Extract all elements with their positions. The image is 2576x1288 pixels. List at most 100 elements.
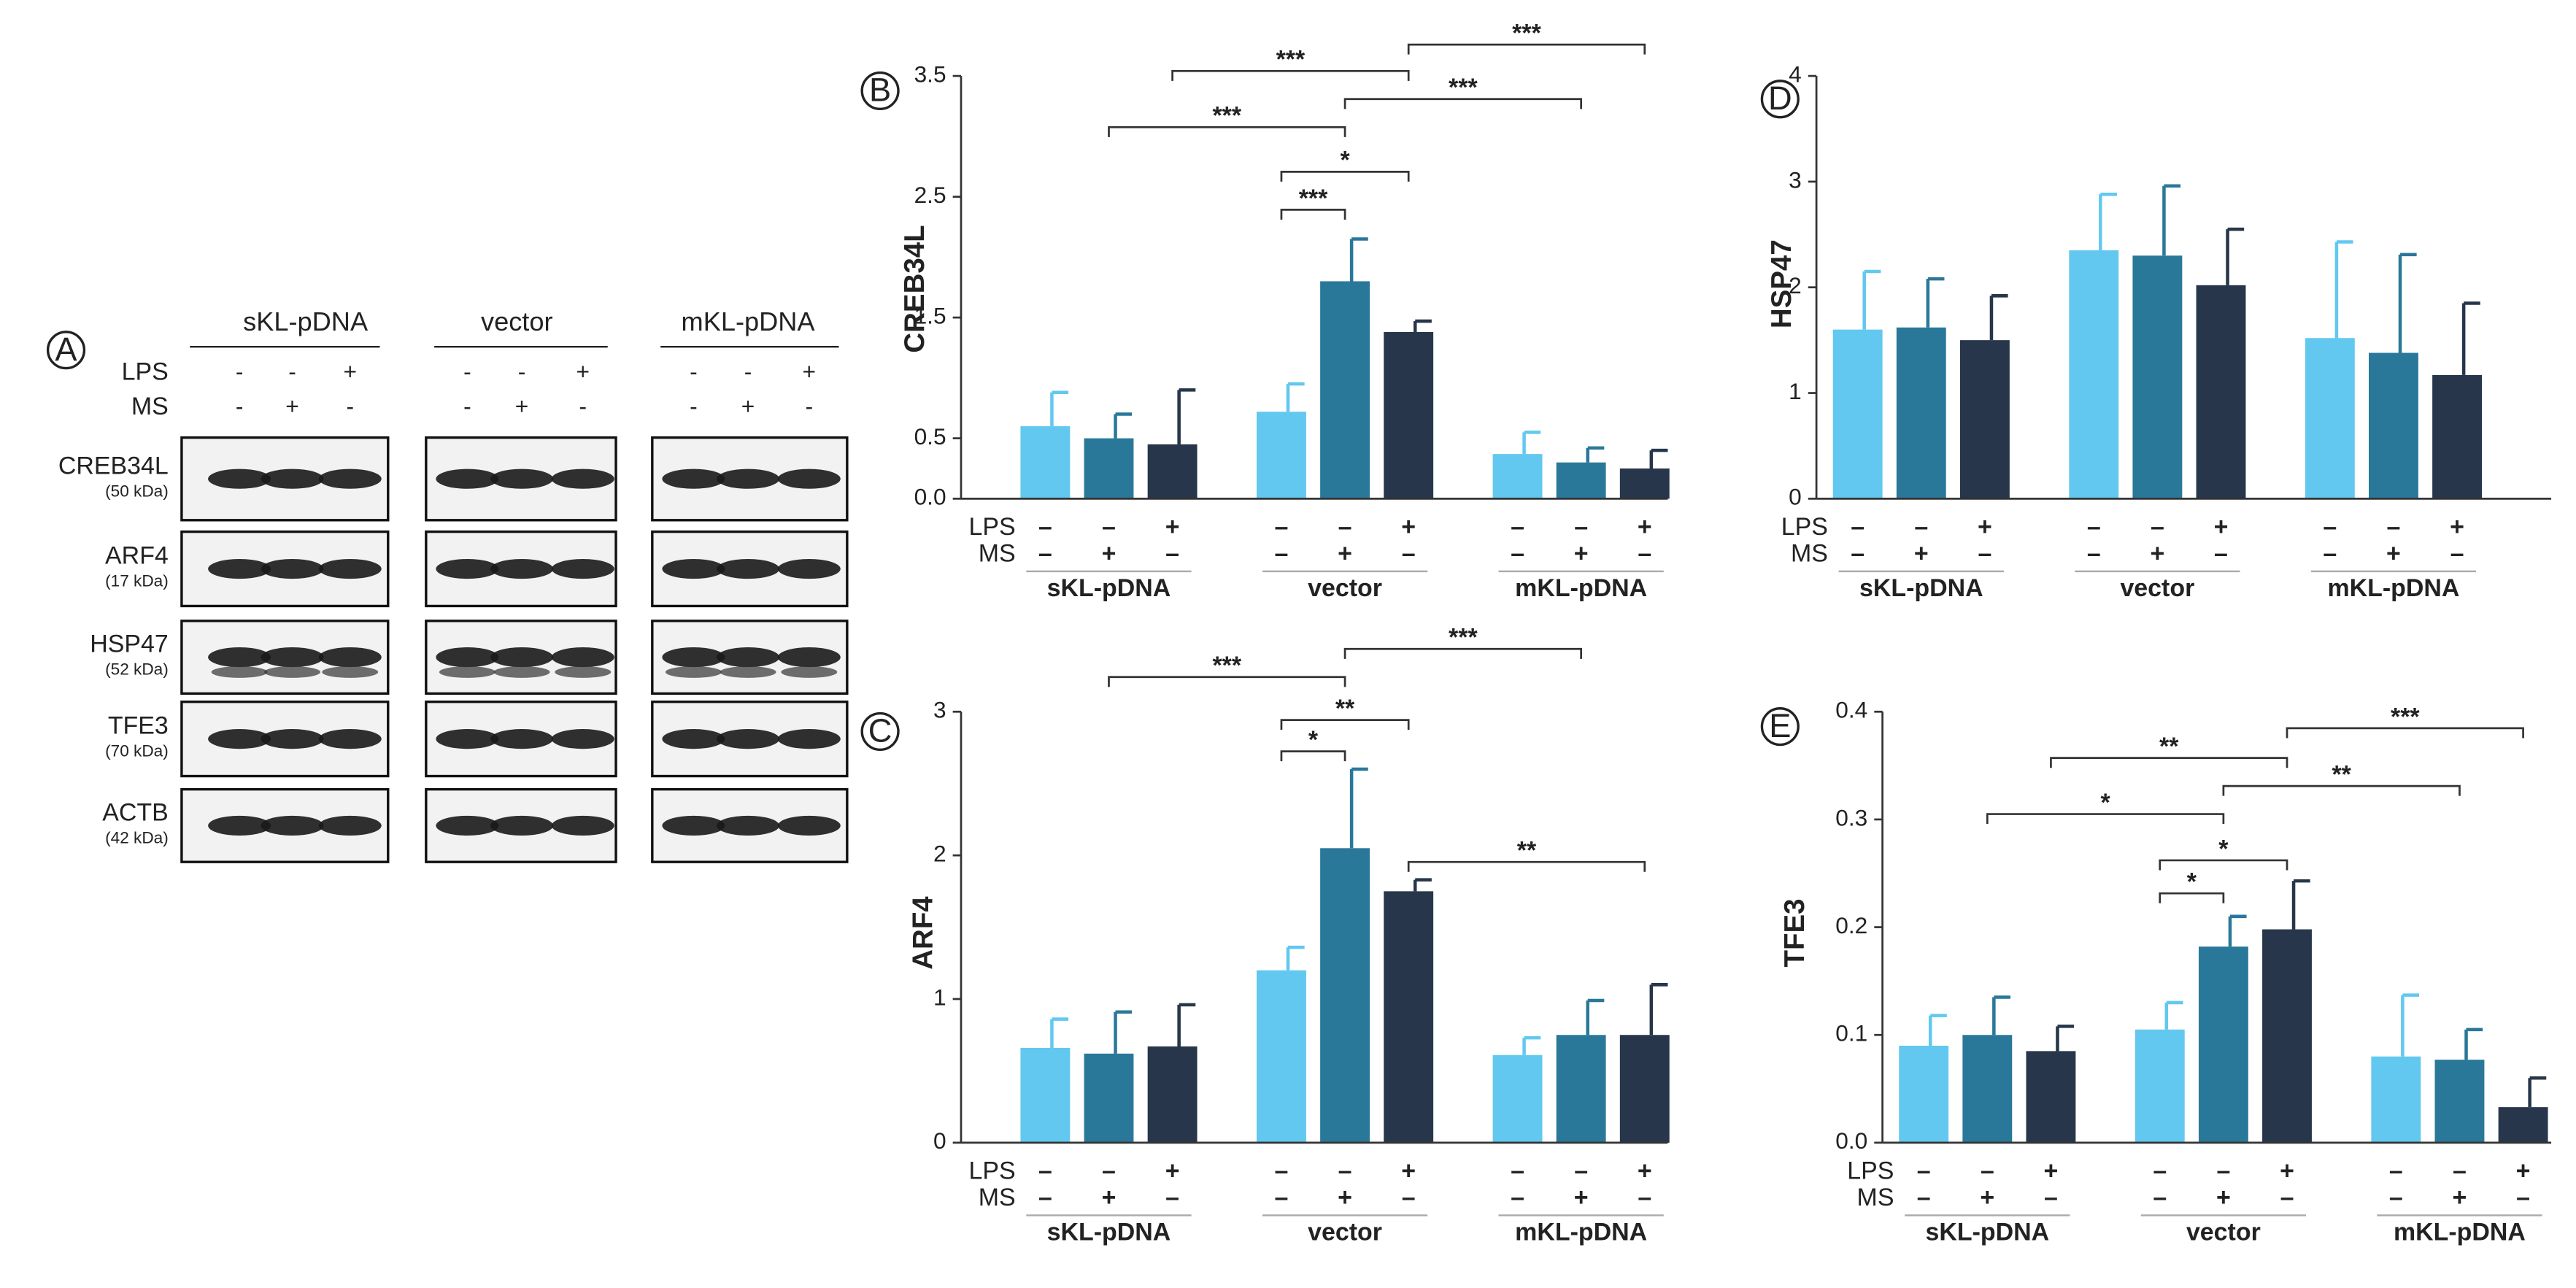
sign: –	[1402, 539, 1416, 567]
protein-size: (70 kDa)	[105, 742, 169, 760]
band	[208, 647, 271, 668]
sign: +	[1980, 1184, 1994, 1211]
sign: +	[2214, 513, 2229, 541]
significance-bracket	[1407, 860, 1646, 872]
panel-circle	[860, 71, 900, 111]
band	[490, 647, 554, 668]
panel-circle	[46, 331, 86, 370]
protein-label: TFE3	[108, 712, 169, 740]
bar	[1619, 1035, 1670, 1143]
band	[717, 647, 780, 668]
bar	[2135, 1029, 2185, 1143]
band	[490, 558, 554, 579]
y-tick-label: 4	[1789, 61, 1802, 87]
band	[777, 815, 841, 836]
band	[208, 558, 271, 579]
y-tick-label: 0.1	[1835, 1020, 1867, 1046]
panel-label: E	[1769, 707, 1791, 744]
significance-label: *	[2187, 868, 2197, 896]
bar	[1084, 1053, 1134, 1143]
group-label: vector	[1308, 574, 1382, 602]
group-label: vector	[1308, 1218, 1382, 1246]
panel-label: D	[1768, 80, 1792, 117]
row-label: MS	[979, 539, 1016, 567]
row-label: LPS	[968, 1157, 1015, 1185]
band	[781, 666, 838, 678]
band	[777, 468, 841, 489]
sign: –	[1978, 539, 1991, 567]
bar	[1147, 1046, 1198, 1143]
y-tick-label: 0.2	[1835, 912, 1867, 938]
band	[208, 468, 271, 489]
sign: -	[579, 393, 587, 419]
y-tick-label: 2	[1789, 272, 1802, 298]
band	[662, 647, 725, 668]
sign: –	[1275, 1184, 1289, 1211]
significance-label: *	[2100, 789, 2110, 817]
sign: –	[2516, 1184, 2530, 1211]
sign: –	[2153, 1184, 2167, 1211]
sign: –	[1275, 513, 1289, 541]
band	[551, 729, 614, 749]
y-tick-label: 0.5	[914, 423, 946, 450]
group-label: sKL-pDNA	[243, 306, 369, 336]
group-label: mKL-pDNA	[2327, 574, 2459, 602]
row-label: LPS	[122, 358, 169, 385]
group-label: sKL-pDNA	[1047, 574, 1171, 602]
sign: –	[1275, 539, 1289, 567]
bar	[1959, 340, 2010, 499]
sign: +	[1165, 513, 1180, 541]
sign: –	[2151, 513, 2164, 541]
protein-label: ACTB	[102, 799, 169, 827]
sign: +	[1338, 1184, 1352, 1211]
bar	[2026, 1051, 2076, 1143]
band	[665, 666, 722, 678]
sign: –	[1165, 1184, 1179, 1211]
band	[555, 666, 612, 678]
significance-label: ***	[1212, 102, 1241, 130]
sign: +	[1102, 1184, 1117, 1211]
band	[211, 666, 268, 678]
sign: -	[236, 358, 244, 385]
significance-label: ***	[1299, 185, 1328, 212]
sign: –	[2387, 513, 2401, 541]
significance-label: ***	[1276, 46, 1306, 74]
y-tick-label: 3	[933, 697, 946, 723]
y-tick-label: 1	[1789, 378, 1802, 404]
panel-circle	[1760, 707, 1800, 747]
sign: –	[2389, 1157, 2403, 1185]
significance-label: **	[1335, 695, 1355, 722]
significance-bracket	[1407, 43, 1646, 55]
sign: –	[1038, 1184, 1052, 1211]
group-label: mKL-pDNA	[2394, 1218, 2526, 1246]
band	[662, 729, 725, 749]
y-tick-label: 0	[1789, 484, 1802, 510]
significance-label: ***	[1212, 652, 1241, 679]
sign: –	[1851, 539, 1864, 567]
significance-bracket	[1280, 719, 1410, 730]
band	[490, 815, 554, 836]
protein-label: HSP47	[90, 630, 169, 658]
band	[717, 468, 780, 489]
bar	[1020, 1047, 1071, 1143]
significance-label: **	[2332, 760, 2351, 788]
group-label: sKL-pDNA	[1047, 1218, 1171, 1246]
sign: –	[1338, 1157, 1352, 1185]
band	[208, 815, 271, 836]
group-label: mKL-pDNA	[1515, 1218, 1647, 1246]
y-tick-label: 3	[1789, 166, 1802, 193]
sign: –	[1338, 513, 1352, 541]
sign: –	[1638, 539, 1651, 567]
sign: -	[236, 393, 244, 419]
band	[551, 558, 614, 579]
bar	[2369, 352, 2418, 499]
band	[436, 729, 499, 749]
sign: +	[515, 393, 529, 419]
sign: +	[1638, 1157, 1652, 1185]
sign: –	[2323, 539, 2337, 567]
y-tick-label: 2	[933, 841, 946, 867]
band	[261, 815, 324, 836]
band	[551, 468, 614, 489]
sign: –	[1511, 1157, 1524, 1185]
